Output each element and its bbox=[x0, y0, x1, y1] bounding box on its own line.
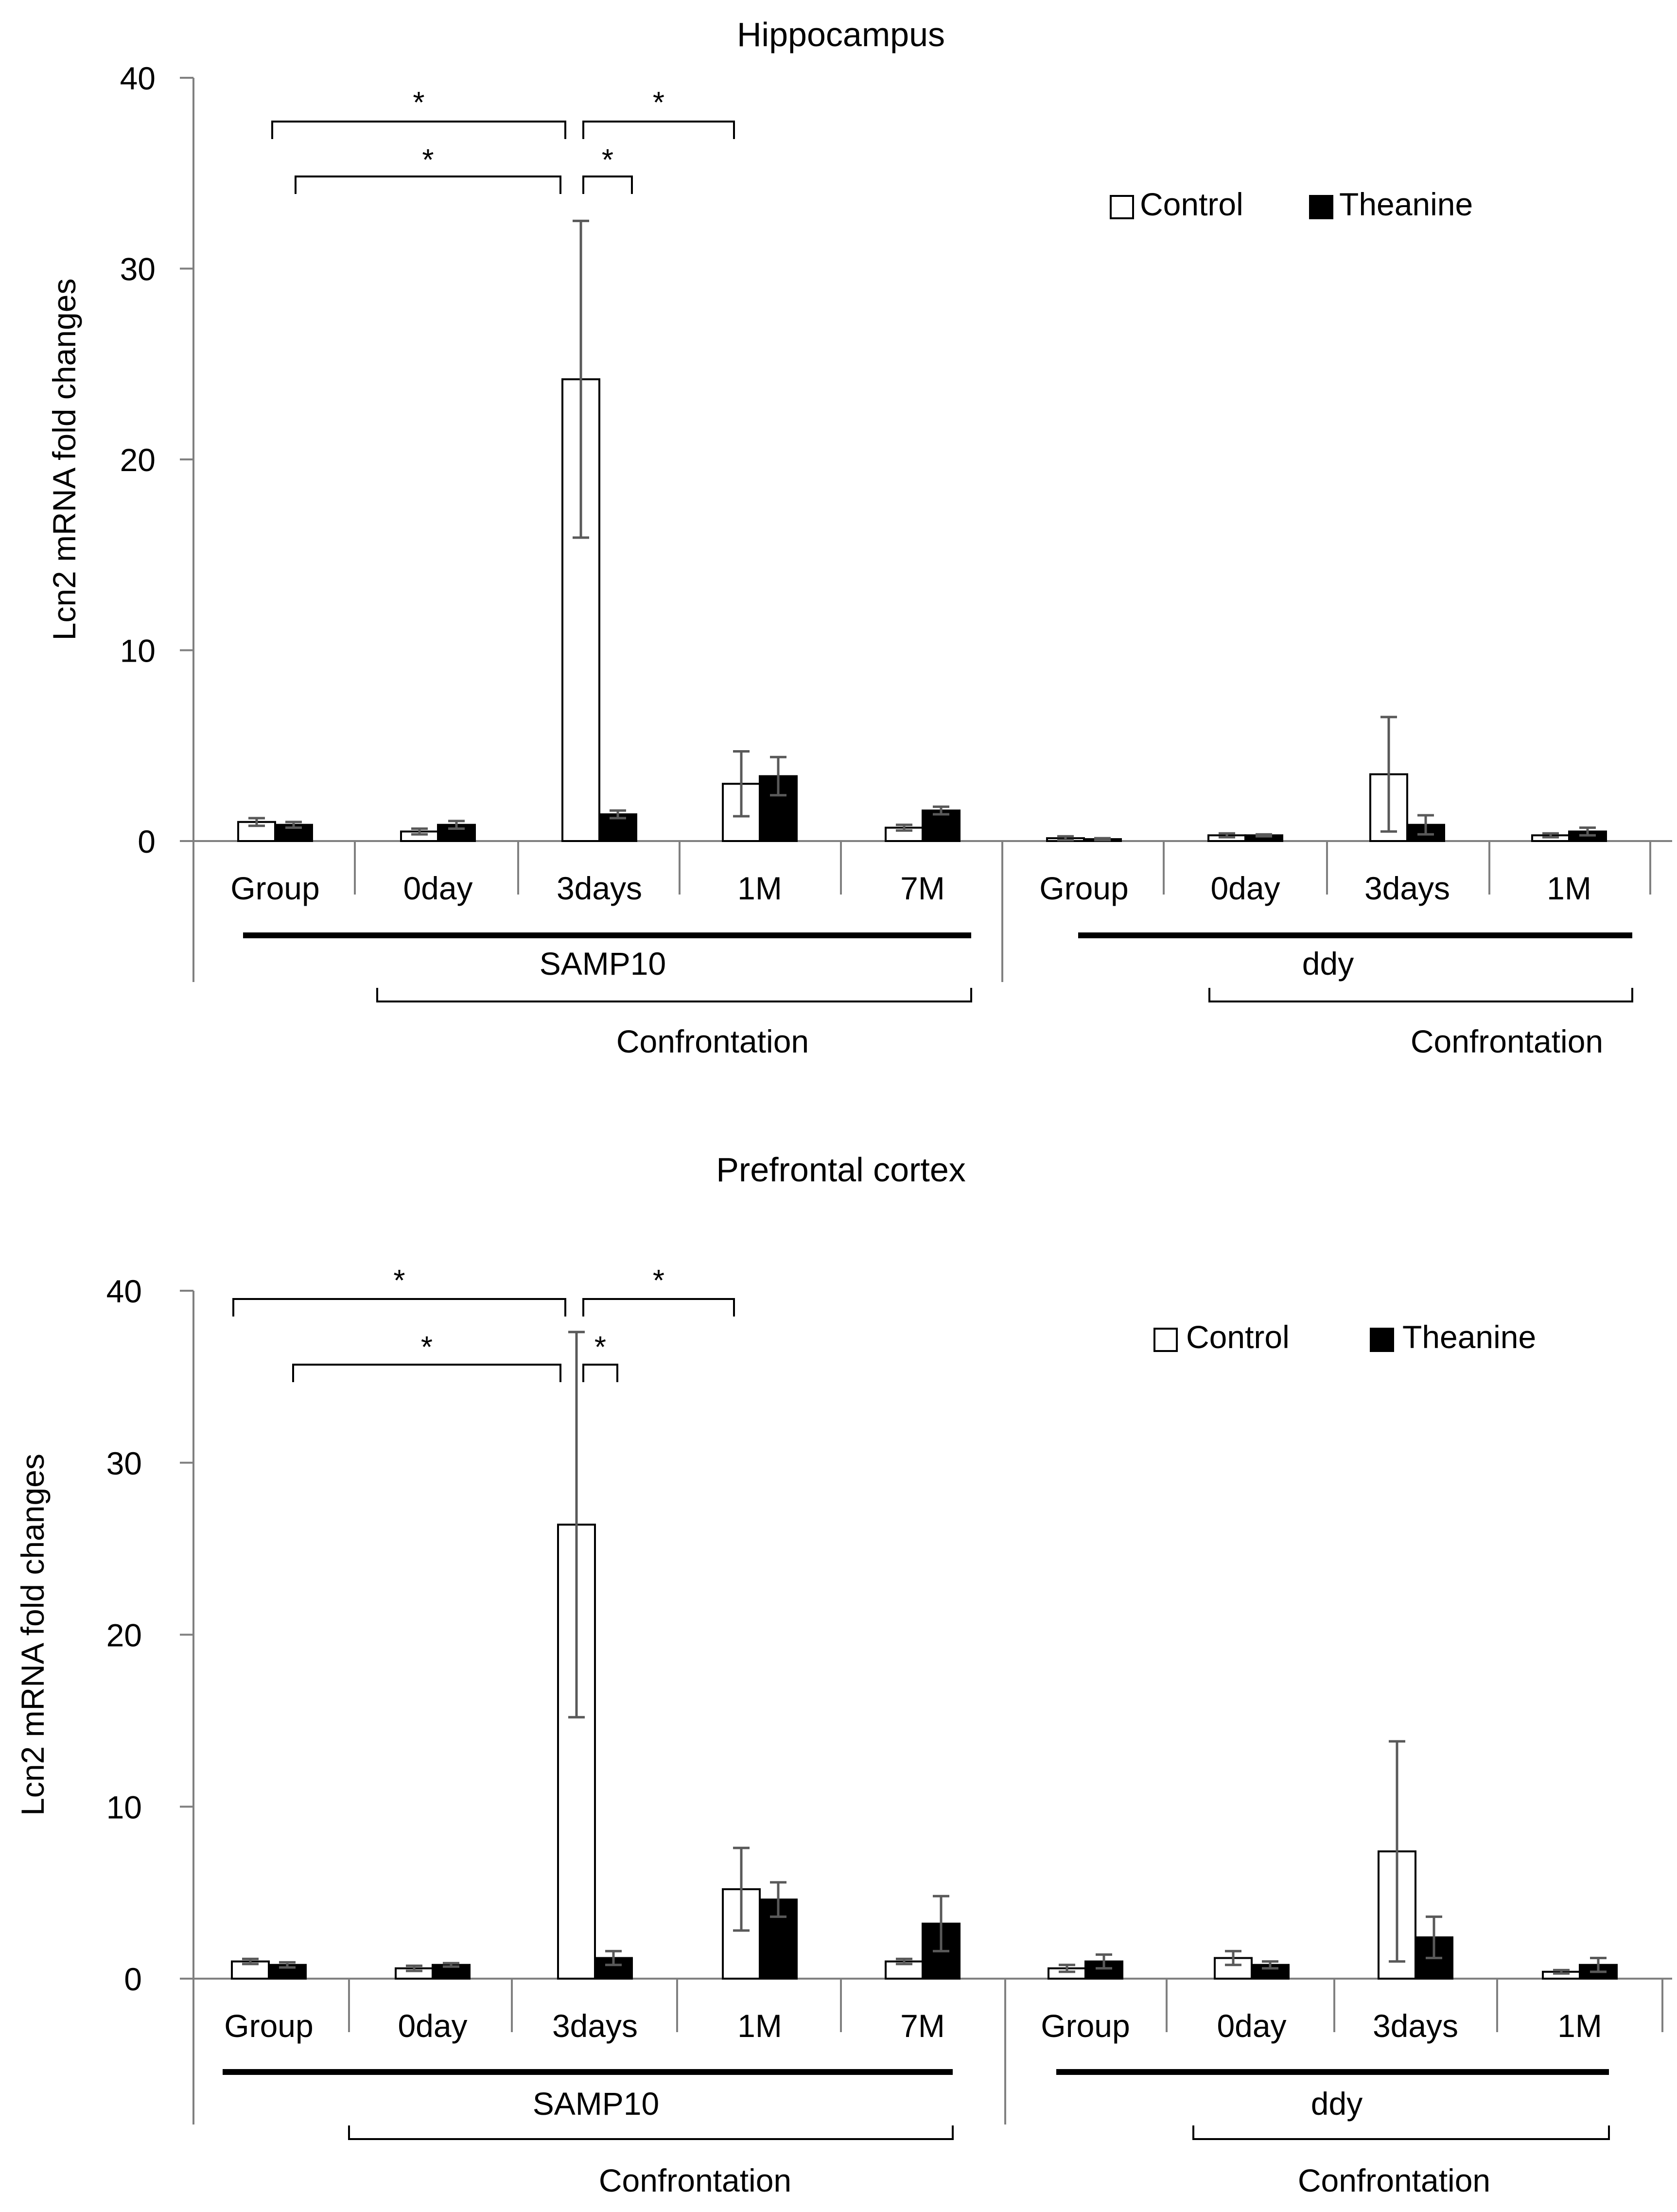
confrontation-label: Confrontation bbox=[599, 2162, 791, 2198]
theanine-bar bbox=[922, 809, 961, 842]
x-tick-label: 0day bbox=[403, 870, 472, 906]
x-tick-label: 7M bbox=[900, 2008, 945, 2044]
confrontation-bracket bbox=[348, 2125, 954, 2140]
significance-bracket bbox=[582, 1298, 735, 1317]
x-tick-label: 3days bbox=[557, 870, 642, 906]
samp10-group-label: SAMP10 bbox=[540, 946, 666, 982]
samp10-group-label: SAMP10 bbox=[533, 2086, 659, 2122]
significance-bracket bbox=[232, 1298, 566, 1317]
y-tick-label: 30 bbox=[120, 251, 156, 287]
x-tick-label: 0day bbox=[398, 2008, 467, 2044]
x-tick-label: Group bbox=[1041, 2008, 1130, 2044]
y-tick-label: 20 bbox=[120, 442, 156, 478]
significance-bracket bbox=[582, 176, 633, 194]
confrontation-bracket bbox=[1208, 988, 1633, 1002]
y-tick-label: 0 bbox=[124, 1961, 142, 1997]
significance-marker: * bbox=[653, 86, 664, 120]
significance-marker: * bbox=[594, 1331, 606, 1364]
y-axis-label: Lcn2 mRNA fold changes bbox=[15, 1454, 51, 1816]
x-tick-label: Group bbox=[224, 2008, 313, 2044]
y-tick-label: 40 bbox=[120, 60, 156, 96]
legend-control-swatch bbox=[1153, 1328, 1178, 1352]
theanine-bar bbox=[432, 1964, 471, 1980]
chart-hippocampus: Hippocampus 0 10 20 30 40 Lcn2 mRNA fold chang… bbox=[46, 16, 1672, 1059]
confrontation-label: Confrontation bbox=[1298, 2162, 1490, 2198]
significance-marker: * bbox=[413, 86, 424, 120]
y-axis-label: Lcn2 mRNA fold changes bbox=[46, 279, 82, 641]
y-tick-label: 10 bbox=[106, 1789, 142, 1825]
significance-bracket bbox=[582, 121, 735, 139]
x-tick-label: 3days bbox=[1373, 2008, 1458, 2044]
chart-title: Hippocampus bbox=[737, 16, 945, 53]
confrontation-label: Confrontation bbox=[1411, 1023, 1603, 1059]
x-tick-label: 3days bbox=[1364, 870, 1450, 906]
y-tick-label: 30 bbox=[106, 1445, 142, 1481]
confrontation-bracket bbox=[376, 988, 972, 1002]
legend-theanine-label: Theanine bbox=[1402, 1319, 1536, 1355]
legend-control-label: Control bbox=[1140, 186, 1243, 222]
significance-marker: * bbox=[421, 1331, 433, 1364]
legend-theanine-swatch bbox=[1309, 195, 1333, 219]
confrontation-label: Confrontation bbox=[616, 1023, 809, 1059]
x-tick-label: 1M bbox=[1557, 2008, 1602, 2044]
legend-theanine-label: Theanine bbox=[1339, 186, 1473, 222]
legend-control-label: Control bbox=[1186, 1319, 1290, 1355]
significance-marker: * bbox=[393, 1264, 405, 1298]
x-tick-label: 1M bbox=[737, 2008, 782, 2044]
x-tick-label: 7M bbox=[900, 870, 945, 906]
ddy-group-label: ddy bbox=[1302, 946, 1354, 982]
significance-marker: * bbox=[422, 143, 434, 177]
chart-title: Prefrontal cortex bbox=[716, 1151, 966, 1189]
x-tick-label: 0day bbox=[1217, 2008, 1286, 2044]
chart-prefrontal-cortex: Prefrontal cortex 0 10 20 30 40 Lcn2 mRNA fold… bbox=[15, 1151, 1672, 2198]
ddy-group-label: ddy bbox=[1311, 2086, 1363, 2122]
y-tick-label: 40 bbox=[106, 1273, 142, 1309]
x-tick-label: 3days bbox=[552, 2008, 638, 2044]
x-tick-label: 1M bbox=[737, 870, 782, 906]
significance-marker: * bbox=[653, 1264, 664, 1298]
significance-bracket bbox=[295, 176, 561, 194]
legend-control-swatch bbox=[1110, 195, 1134, 219]
y-tick-label: 0 bbox=[138, 824, 156, 860]
y-tick-label: 20 bbox=[106, 1617, 142, 1653]
theanine-bar bbox=[1251, 1964, 1290, 1980]
significance-bracket bbox=[292, 1364, 561, 1382]
significance-bracket bbox=[271, 121, 566, 139]
significance-marker: * bbox=[602, 143, 613, 177]
y-tick-label: 10 bbox=[120, 633, 156, 669]
x-tick-label: 0day bbox=[1210, 870, 1280, 906]
significance-bracket bbox=[582, 1364, 618, 1382]
x-tick-label: Group bbox=[230, 870, 319, 906]
confrontation-bracket bbox=[1192, 2125, 1610, 2140]
x-tick-label: Group bbox=[1039, 870, 1128, 906]
x-tick-label: 1M bbox=[1547, 870, 1591, 906]
legend-theanine-swatch bbox=[1370, 1328, 1394, 1352]
